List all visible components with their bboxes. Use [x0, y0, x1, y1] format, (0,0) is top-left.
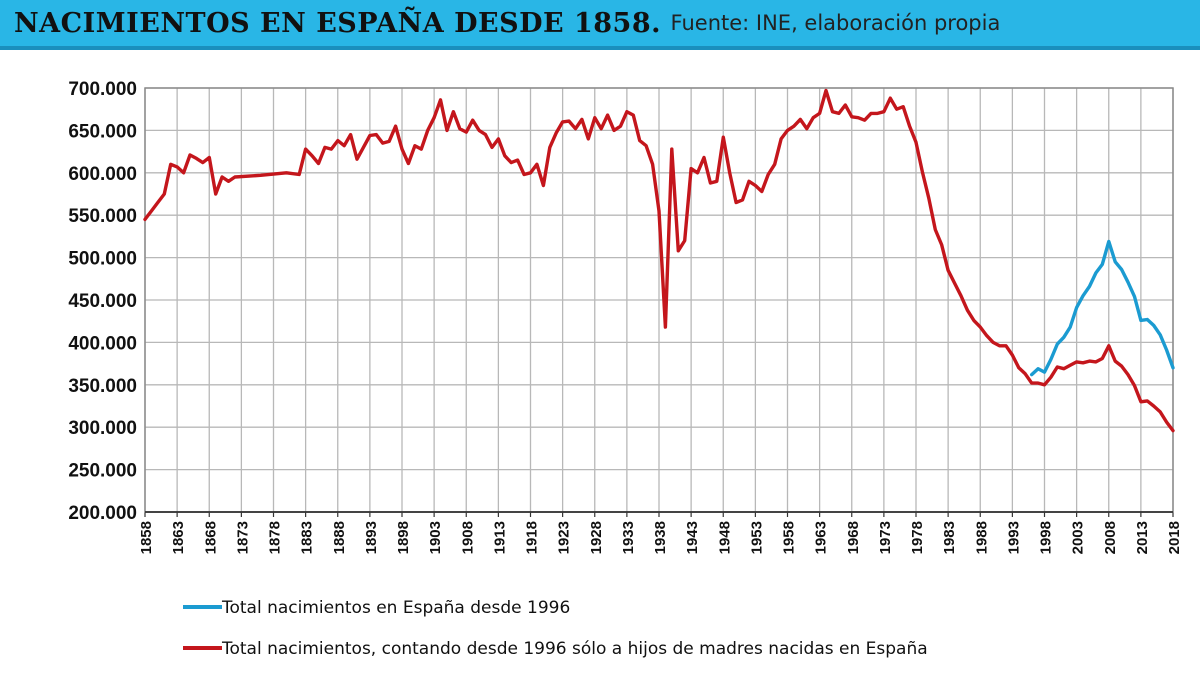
- chart-header: NACIMIENTOS EN ESPAÑA DESDE 1858. Fuente…: [0, 0, 1200, 50]
- x-tick-label: 1998: [1038, 521, 1055, 554]
- x-tick-label: 1978: [909, 521, 926, 554]
- x-tick-label: 1968: [845, 521, 862, 554]
- x-tick-label: 1868: [202, 521, 219, 554]
- x-tick-label: 1973: [877, 521, 894, 554]
- x-tick-label: 1858: [138, 521, 155, 554]
- chart-title: NACIMIENTOS EN ESPAÑA DESDE 1858: [14, 7, 652, 39]
- y-tick-label: 600.000: [68, 164, 137, 185]
- y-tick-label: 300.000: [68, 418, 137, 439]
- series-lines: [143, 88, 1175, 433]
- title-separator: .: [651, 7, 661, 39]
- chart-source: Fuente: INE, elaboración propia: [670, 11, 1001, 35]
- y-tick-label: 200.000: [68, 503, 137, 524]
- x-tick-label: 1888: [331, 521, 348, 554]
- y-axis-ticks: 200.000 250.000 300.000 350.000 400.000 450.0…: [68, 79, 137, 524]
- x-tick-label: 1943: [684, 521, 701, 554]
- births-line-chart: 200.000 250.000 300.000 350.000 400.000 450.0…: [68, 79, 1183, 659]
- y-tick-label: 700.000: [68, 79, 137, 100]
- x-tick-label: 1933: [620, 521, 637, 554]
- x-tick-label: 1958: [781, 521, 798, 554]
- x-tick-label: 1893: [363, 521, 380, 554]
- x-tick-label: 1873: [234, 521, 251, 554]
- y-tick-label: 550.000: [68, 206, 137, 227]
- x-tick-label: 1938: [652, 521, 669, 554]
- x-tick-label: 1928: [588, 521, 605, 554]
- x-tick-label: 2008: [1102, 521, 1119, 554]
- grid-lines: [144, 87, 1174, 517]
- legend: Total nacimientos en España desde 1996 To…: [183, 598, 928, 659]
- x-tick-label: 1948: [716, 521, 733, 554]
- x-tick-label: 1953: [748, 521, 765, 554]
- x-tick-label: 1923: [556, 521, 573, 554]
- x-tick-label: 1913: [491, 521, 508, 554]
- x-tick-label: 1988: [973, 521, 990, 554]
- y-tick-label: 400.000: [68, 333, 137, 354]
- plot-frame: [144, 87, 1174, 513]
- y-tick-label: 650.000: [68, 121, 137, 142]
- x-tick-label: 1903: [427, 521, 444, 554]
- series-line-total: [1030, 239, 1175, 377]
- y-tick-label: 250.000: [68, 461, 137, 482]
- x-tick-label: 1918: [524, 521, 541, 554]
- x-axis-ticks: 1858 1863 1868 1873 1878 1883 1888 1893 1898 1903…: [138, 521, 1183, 554]
- x-tick-label: 1883: [299, 521, 316, 554]
- y-tick-label: 350.000: [68, 376, 137, 397]
- legend-label: Total nacimientos, contando desde 1996 s…: [221, 639, 928, 659]
- x-tick-label: 1863: [170, 521, 187, 554]
- x-tick-label: 1878: [267, 521, 284, 554]
- y-tick-label: 450.000: [68, 291, 137, 312]
- x-tick-label: 1983: [941, 521, 958, 554]
- x-tick-label: 1963: [813, 521, 830, 554]
- x-tick-label: 1993: [1005, 521, 1022, 554]
- legend-label: Total nacimientos en España desde 1996: [221, 598, 570, 618]
- x-tick-label: 1908: [459, 521, 476, 554]
- x-tick-label: 2013: [1134, 521, 1151, 554]
- x-tick-label: 1898: [395, 521, 412, 554]
- x-tick-label: 2003: [1070, 521, 1087, 554]
- series-line-spanish-mothers: [143, 88, 1175, 433]
- y-tick-label: 500.000: [68, 249, 137, 270]
- x-tick-label: 2018: [1166, 521, 1183, 554]
